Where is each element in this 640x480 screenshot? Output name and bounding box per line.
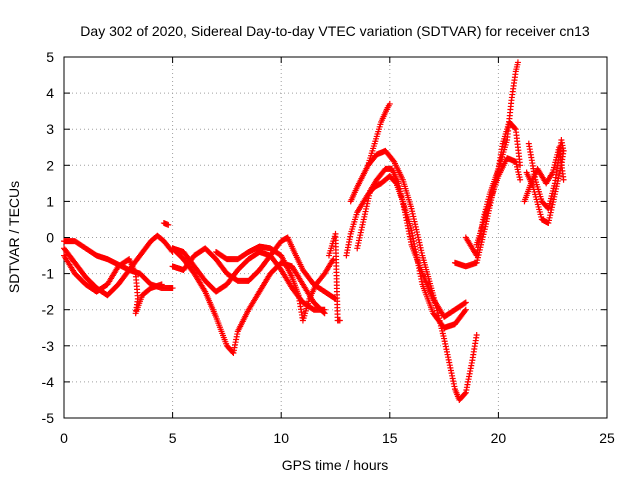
data-point xyxy=(418,247,425,254)
y-tick-label: 0 xyxy=(46,230,54,246)
data-point xyxy=(473,331,480,338)
y-tick-label: 2 xyxy=(46,157,54,173)
data-point xyxy=(412,223,419,230)
data-point xyxy=(408,205,415,212)
data-point xyxy=(511,125,518,132)
x-tick-label: 20 xyxy=(491,430,507,446)
data-point xyxy=(410,216,417,223)
data-point xyxy=(410,213,417,220)
data-point xyxy=(413,229,420,236)
y-tick-label: -2 xyxy=(42,302,55,318)
x-tick-label: 10 xyxy=(273,430,289,446)
data-point xyxy=(158,281,165,288)
data-point xyxy=(414,231,421,238)
x-tick-label: 15 xyxy=(382,430,398,446)
data-point xyxy=(517,162,524,169)
data-point xyxy=(462,306,469,313)
series-track-15 xyxy=(451,59,521,270)
series-track-4 xyxy=(160,220,172,228)
series-track-9 xyxy=(325,230,343,324)
x-tick-label: 5 xyxy=(169,430,177,446)
data-point xyxy=(415,236,422,243)
data-point xyxy=(517,176,524,183)
y-tick-label: 4 xyxy=(46,85,54,101)
data-point xyxy=(416,242,423,249)
data-point xyxy=(169,285,176,292)
data-point xyxy=(412,221,419,228)
data-point xyxy=(390,157,397,164)
y-tick-label: 5 xyxy=(46,49,54,65)
data-point xyxy=(321,306,328,313)
series-track-16 xyxy=(473,155,524,248)
data-point xyxy=(386,100,393,107)
data-point xyxy=(409,210,416,217)
series-track-19 xyxy=(525,137,567,212)
series-track-10 xyxy=(343,173,469,331)
data-point xyxy=(165,221,172,228)
data-point xyxy=(336,317,343,324)
series-track-13 xyxy=(365,100,393,169)
data-point xyxy=(560,147,567,154)
series-track-8 xyxy=(213,243,337,324)
data-point xyxy=(411,218,418,225)
x-tick-label: 0 xyxy=(60,430,68,446)
data-layer xyxy=(61,59,567,403)
data-point xyxy=(417,244,424,251)
data-point xyxy=(461,307,468,314)
series-track-6 xyxy=(169,234,339,302)
data-point xyxy=(461,390,468,397)
y-tick-label: 1 xyxy=(46,193,54,209)
data-point xyxy=(413,226,420,233)
data-point xyxy=(461,300,468,307)
data-point xyxy=(514,59,521,66)
y-tick-label: -5 xyxy=(42,410,55,426)
y-tick-label: -3 xyxy=(42,338,55,354)
series-track-12 xyxy=(347,147,480,403)
y-tick-label: -4 xyxy=(42,374,55,390)
x-axis-label: GPS time / hours xyxy=(282,457,389,473)
series-track-11 xyxy=(354,165,469,320)
x-tick-label: 25 xyxy=(599,430,615,446)
data-point xyxy=(416,239,423,246)
data-point xyxy=(418,249,425,256)
y-tick-label: -1 xyxy=(42,266,55,282)
data-point xyxy=(409,208,416,215)
data-point xyxy=(415,234,422,241)
chart-title: Day 302 of 2020, Sidereal Day-to-day VTE… xyxy=(80,23,590,39)
series-track-3 xyxy=(61,252,165,317)
data-point xyxy=(462,299,469,306)
y-axis-label: SDTVAR / TECUs xyxy=(6,181,22,293)
data-point xyxy=(560,176,567,183)
y-tick-label: 3 xyxy=(46,121,54,137)
